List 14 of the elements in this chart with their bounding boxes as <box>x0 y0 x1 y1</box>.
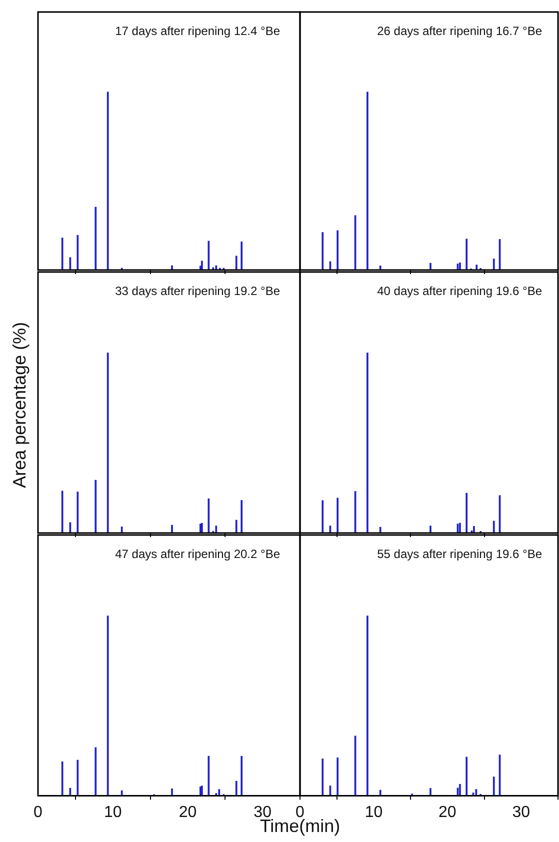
x-tick-label: 20 <box>438 804 456 821</box>
chart-title: 55 days after ripening 19.6 °Be <box>377 547 542 561</box>
x-tick-label: 0 <box>34 804 43 821</box>
chart-title: 26 days after ripening 16.7 °Be <box>377 24 542 38</box>
chart-title: 47 days after ripening 20.2 °Be <box>115 547 280 561</box>
chart-title: 33 days after ripening 19.2 °Be <box>115 284 280 298</box>
chart-title: 17 days after ripening 12.4 °Be <box>115 24 280 38</box>
y-axis-title: Area percentage (%) <box>10 322 30 488</box>
x-axis-title: Time(min) <box>260 816 340 837</box>
x-tick-label: 20 <box>178 804 197 821</box>
x-tick-label: 30 <box>512 804 530 821</box>
chart-title: 40 days after ripening 19.6 °Be <box>377 284 542 298</box>
x-tick-label: 10 <box>104 804 122 821</box>
x-tick-label: 10 <box>364 804 383 821</box>
